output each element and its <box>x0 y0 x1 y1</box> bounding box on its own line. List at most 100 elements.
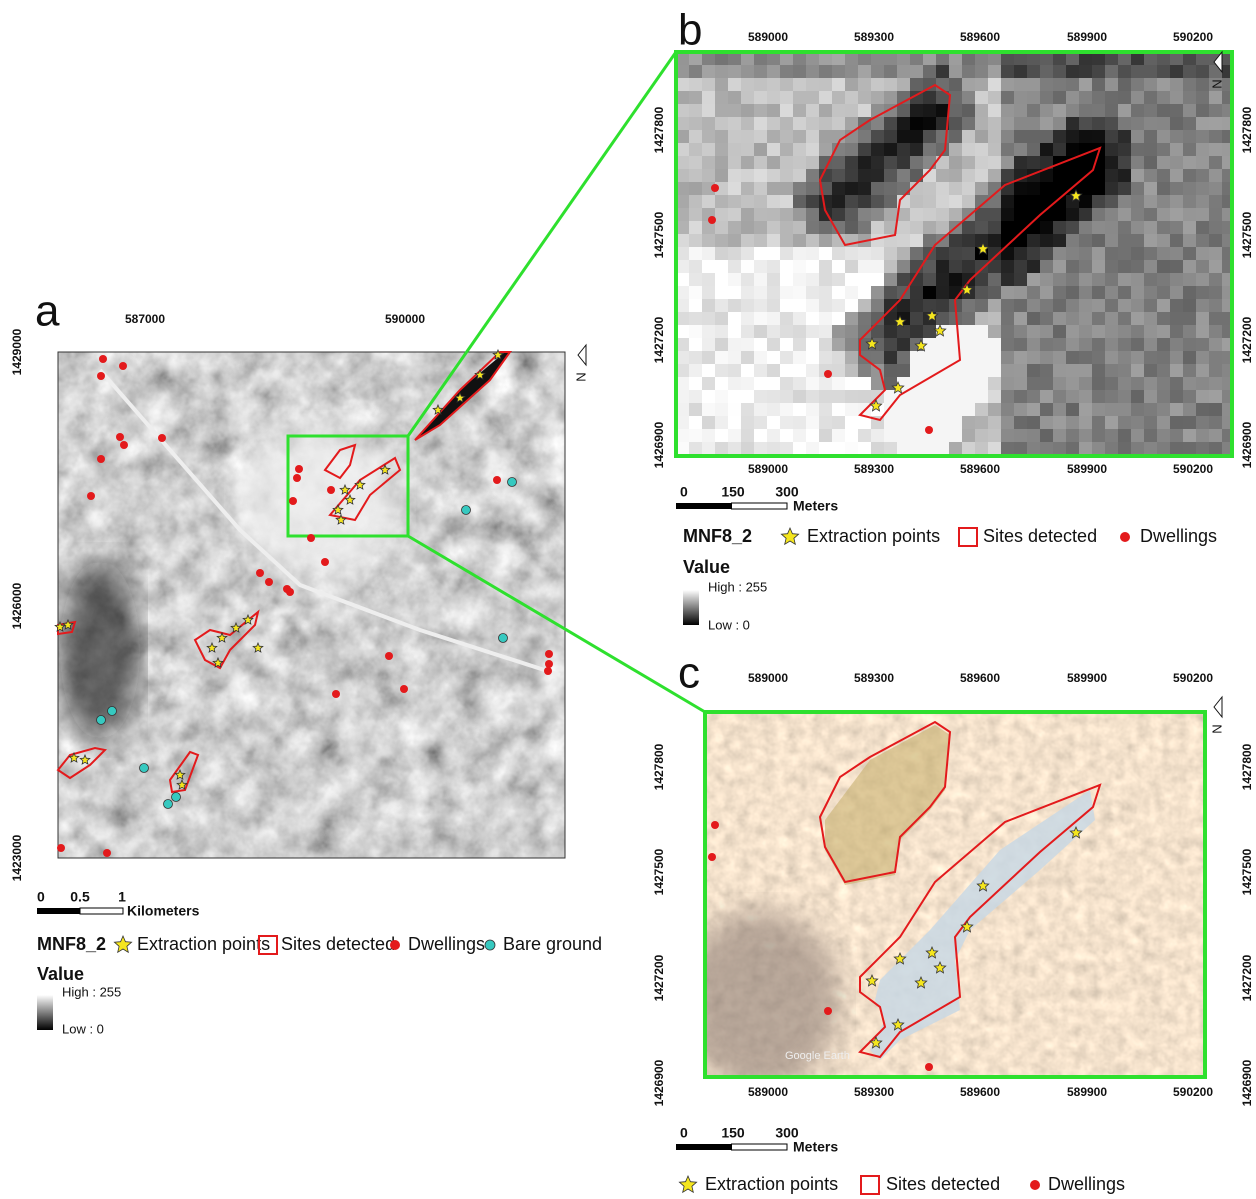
pixel <box>923 169 936 182</box>
pixel <box>676 286 689 299</box>
pixel <box>1209 429 1222 442</box>
pixel <box>1222 390 1232 403</box>
pixel <box>1209 221 1222 234</box>
pixel <box>1040 364 1053 377</box>
point <box>289 497 297 505</box>
pixel <box>1079 221 1092 234</box>
pixel <box>754 221 767 234</box>
pixel <box>1131 52 1144 65</box>
coord-label: 590000 <box>385 312 425 326</box>
pixel <box>1209 390 1222 403</box>
pixel <box>923 234 936 247</box>
pixel <box>767 247 780 260</box>
extraction-point <box>79 753 91 765</box>
pixel <box>754 377 767 390</box>
pixel <box>884 52 897 65</box>
pixel <box>1092 299 1105 312</box>
pixel <box>871 260 884 273</box>
extraction-point <box>933 323 947 337</box>
pixel <box>897 442 910 455</box>
pixel <box>910 65 923 78</box>
pixel <box>767 364 780 377</box>
pixel <box>741 312 754 325</box>
pixel <box>832 156 845 169</box>
pixel <box>1092 286 1105 299</box>
pixel <box>1222 429 1232 442</box>
pixel <box>1014 195 1027 208</box>
pixel <box>1066 91 1079 104</box>
pixel <box>1079 377 1092 390</box>
pixel <box>754 442 767 455</box>
pixel <box>1040 182 1053 195</box>
point <box>461 505 471 515</box>
pixel <box>767 182 780 195</box>
north-arrow <box>577 343 587 367</box>
scale-bar <box>676 1144 732 1150</box>
pixel <box>1053 78 1066 91</box>
pixel <box>1196 117 1209 130</box>
pixel <box>1092 104 1105 117</box>
pixel <box>689 143 702 156</box>
pixel <box>702 182 715 195</box>
point <box>295 465 303 473</box>
pixel <box>819 52 832 65</box>
pixel <box>858 52 871 65</box>
point <box>97 372 105 380</box>
coord-label: 1427200 <box>1240 316 1254 363</box>
legend-label: Extraction points <box>137 934 270 954</box>
pixel <box>1157 338 1170 351</box>
pixel <box>1222 182 1232 195</box>
pixel <box>1066 442 1079 455</box>
pixel <box>858 65 871 78</box>
pixel <box>1144 286 1157 299</box>
pixel <box>1118 78 1131 91</box>
pixel <box>845 221 858 234</box>
point <box>390 940 400 950</box>
pixel <box>754 416 767 429</box>
coord-label: 589900 <box>1067 30 1107 44</box>
pixel <box>910 416 923 429</box>
pixel <box>975 403 988 416</box>
extraction-point <box>976 241 990 255</box>
pixel <box>897 182 910 195</box>
pixel <box>1053 312 1066 325</box>
pixel <box>1066 299 1079 312</box>
pixel <box>949 169 962 182</box>
pixel <box>988 364 1001 377</box>
pixel <box>1209 260 1222 273</box>
pixel <box>936 416 949 429</box>
extraction-point <box>1069 188 1083 202</box>
extraction-point <box>914 975 928 989</box>
pixel <box>676 195 689 208</box>
pixel <box>754 429 767 442</box>
pixel <box>858 429 871 442</box>
pixel <box>793 260 806 273</box>
pixel <box>1105 260 1118 273</box>
pixel <box>741 78 754 91</box>
pixel <box>1053 91 1066 104</box>
pixel <box>962 273 975 286</box>
pixel <box>975 351 988 364</box>
pixel <box>1079 52 1092 65</box>
pixel <box>923 208 936 221</box>
pixel <box>988 65 1001 78</box>
pixel <box>1118 338 1131 351</box>
pixel <box>1053 182 1066 195</box>
point <box>708 216 716 224</box>
legend-high: High : 255 <box>62 984 121 999</box>
pixel <box>819 260 832 273</box>
legend-label: Extraction points <box>705 1174 838 1194</box>
pixel <box>702 169 715 182</box>
pixel <box>1131 104 1144 117</box>
pixel <box>1183 182 1196 195</box>
pixel <box>1196 182 1209 195</box>
pixel <box>897 130 910 143</box>
pixel <box>741 169 754 182</box>
pixel <box>923 65 936 78</box>
pixel <box>871 247 884 260</box>
pixel <box>1183 325 1196 338</box>
pixel <box>962 442 975 455</box>
pixel <box>1131 325 1144 338</box>
pixel <box>702 156 715 169</box>
coord-label: 1427800 <box>1240 743 1254 790</box>
